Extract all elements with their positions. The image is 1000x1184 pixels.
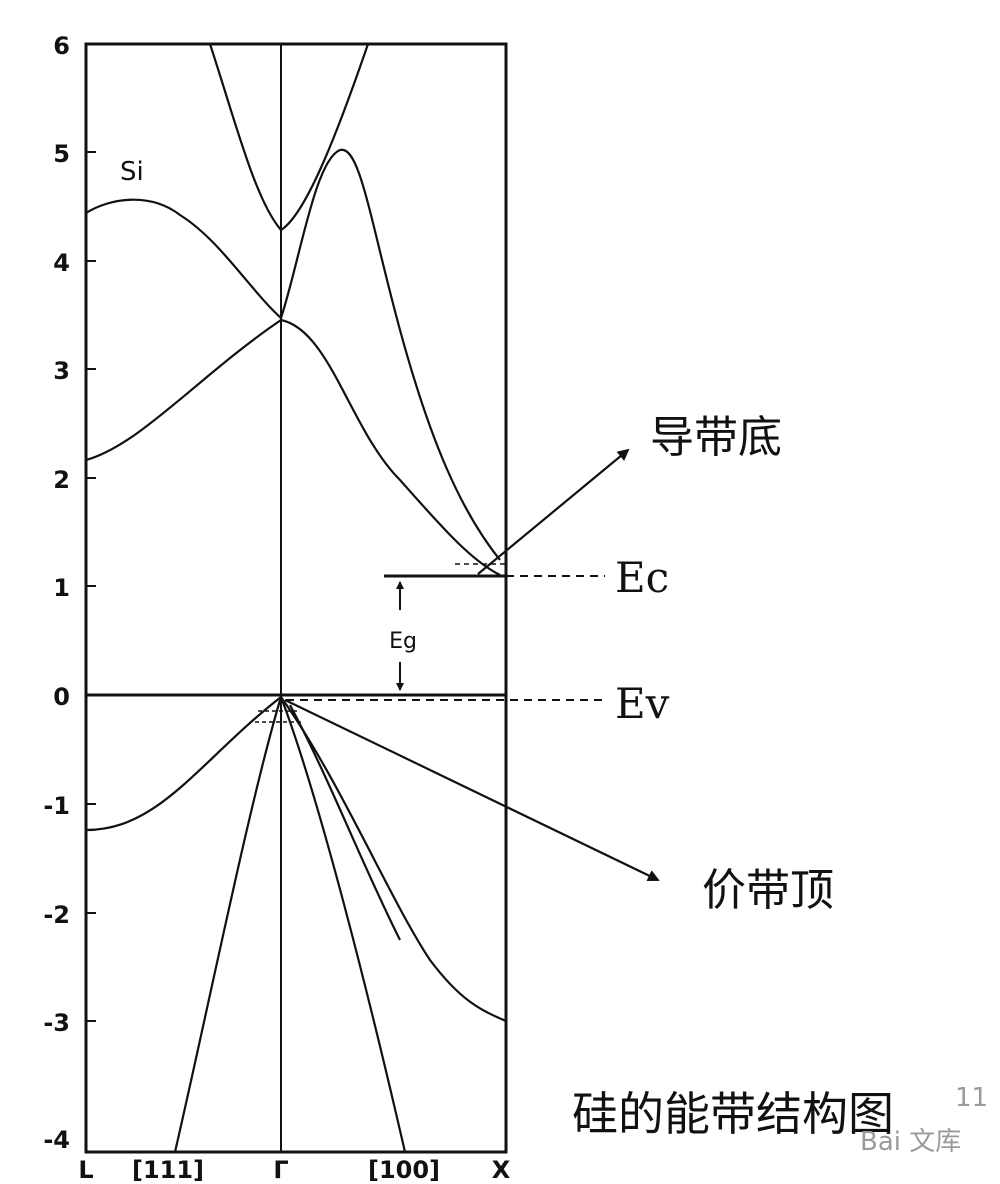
y-axis: 6 5 4 3 2 1 0 -1 -2 -3 -4 [43,32,96,1154]
valence-steep-right [279,696,407,1153]
valence-L [85,696,282,832]
eg-label: Eg [389,629,417,654]
ec-label: Ec [615,553,669,602]
y-tick-3: 3 [53,357,70,385]
band-curves [85,43,507,1153]
x-label-gamma: Γ [273,1156,288,1184]
y-tick-1: 1 [53,574,70,602]
y-tick-6: 6 [53,32,70,60]
figure-caption: 硅的能带结构图 [572,1087,894,1141]
y-tick-minus4: -4 [43,1126,70,1154]
ev-label: Ev [615,679,670,728]
valence-steep-left [173,696,283,1153]
x-label-111: [111] [132,1156,204,1184]
y-tick-minus3: -3 [43,1009,70,1037]
x-label-100: [100] [368,1156,440,1184]
vb-top-arrow [284,699,660,882]
y-tick-4: 4 [53,249,70,277]
y-tick-minus2: -2 [43,901,70,929]
y-tick-minus1: -1 [43,792,70,820]
plot-frame [84,42,508,1154]
cb-bottom-arrow [477,448,630,575]
watermark-partial: 11 [955,1083,988,1113]
band-peak [279,148,501,561]
holes-markers [255,710,303,723]
x-label-L: L [78,1156,93,1184]
vb-top-label: 价带顶 [702,865,834,916]
band-steep-left [208,43,282,231]
band-steep-right [280,43,370,231]
band-lowest-X [280,318,501,576]
y-tick-5: 5 [53,140,70,168]
material-label: Si [120,157,144,187]
band-lowest-L [85,319,282,462]
cb-bottom-label: 导带底 [650,412,782,463]
watermark-text: Bai 文库 [860,1127,961,1157]
valence-X-a [280,696,507,1023]
x-label-X: X [492,1156,511,1184]
x-axis: L [111] Γ [100] X [78,1156,510,1184]
band-upper-L [85,198,282,319]
y-tick-0: 0 [53,683,70,711]
y-tick-2: 2 [53,466,70,494]
valence-X-b [289,704,401,941]
